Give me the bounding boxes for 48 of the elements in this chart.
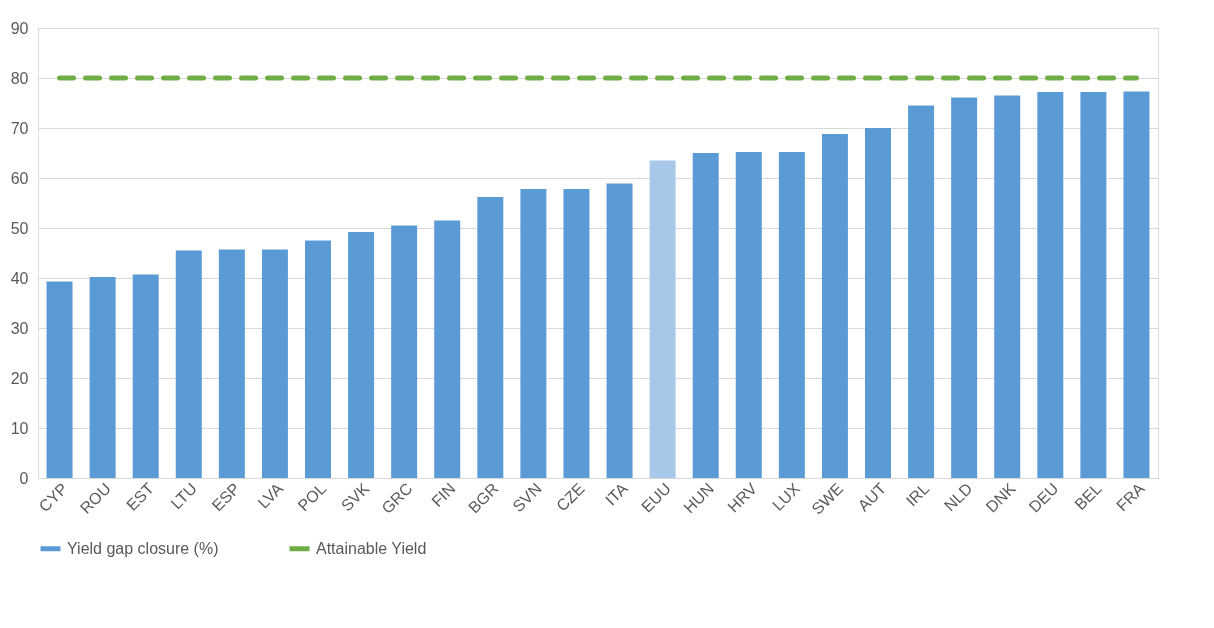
bar [778,152,805,478]
x-tick-label: ITA [602,479,632,509]
x-tick-label: LTU [167,479,201,513]
x-tick-label: NLD [940,479,976,515]
bar [520,189,547,478]
y-tick-label: 0 [19,469,29,487]
bar [46,281,73,478]
bar [89,277,116,478]
bar [1037,92,1064,478]
bar [477,197,504,478]
y-tick-label: 30 [10,319,29,337]
y-tick-label: 80 [10,69,29,87]
bar [348,232,375,478]
bar [692,153,719,478]
bar [908,105,935,478]
y-tick-label: 90 [10,19,29,37]
bar [735,152,762,478]
bar [261,249,288,478]
x-tick-label: POL [294,479,330,515]
y-tick-label: 20 [10,369,29,387]
bar [391,225,418,478]
x-tick-label: CZE [553,479,588,515]
bar [1080,92,1107,478]
y-tick-label: 70 [10,119,29,137]
bar [1123,91,1150,478]
bar [649,160,676,478]
bar [994,95,1021,478]
bar [434,220,461,478]
y-tick-label: 60 [10,169,29,187]
bar [865,128,891,478]
x-tick-label: LVA [254,479,287,512]
x-tick-label: FRA [1113,479,1149,515]
legend-label: Yield gap closure (%) [67,539,219,557]
bar [951,97,978,478]
bar [305,240,331,478]
bar [175,250,202,478]
legend-label: Attainable Yield [316,539,427,557]
x-tick-label: BEL [1071,479,1105,514]
bar [132,274,159,478]
bar [821,134,848,478]
bar [606,183,633,478]
y-tick-label: 10 [10,419,29,437]
x-tick-label: FIN [428,479,459,511]
y-tick-label: 40 [10,269,29,287]
x-tick-label: IRL [902,479,933,510]
bar [218,249,245,478]
bar [563,189,590,478]
y-tick-label: 50 [10,219,29,237]
